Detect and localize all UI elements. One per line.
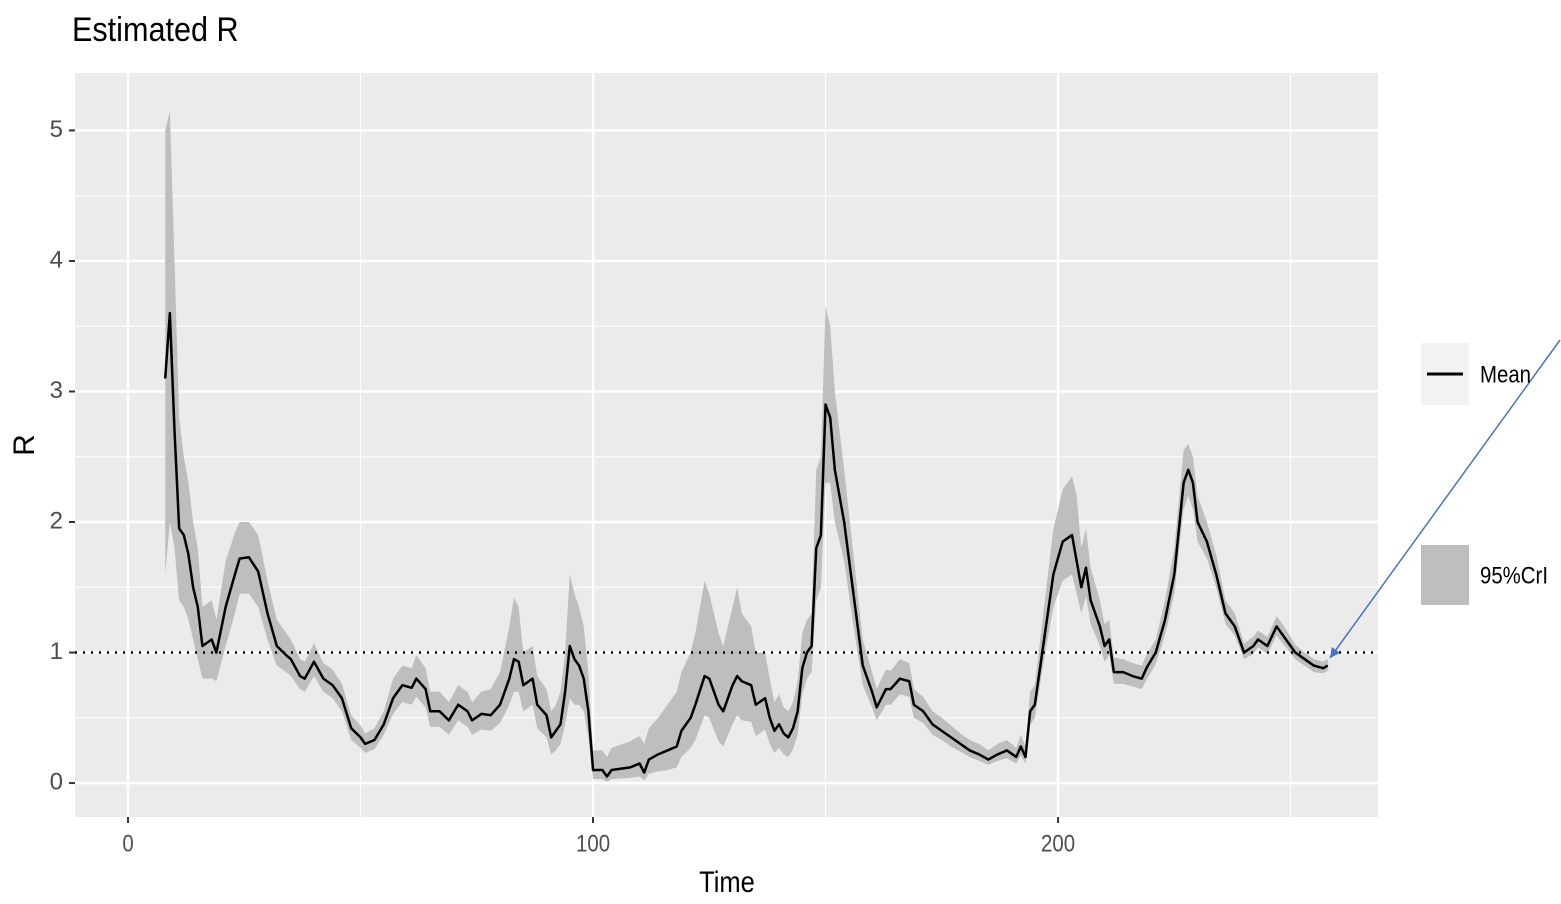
grid [75, 73, 1378, 817]
y-tick-label: 3 [50, 377, 63, 404]
x-tick-label: 100 [576, 830, 610, 857]
y-axis-title: R [8, 434, 41, 456]
y-tick-label: 0 [50, 768, 63, 795]
x-tick-label: 0 [122, 830, 133, 857]
y-tick-label: 4 [50, 246, 63, 273]
y-tick-label: 1 [50, 638, 63, 665]
x-tick-label: 200 [1041, 830, 1075, 857]
y-tick-label: 2 [50, 507, 63, 534]
mean-line [163, 311, 1329, 778]
x-axis-title: Time [699, 865, 755, 898]
chart-title: Estimated R [72, 11, 239, 49]
marks [75, 110, 1378, 782]
ticks: 0 100 200 0 1 2 3 4 5 [50, 116, 1075, 857]
y-tick-label: 5 [50, 116, 63, 143]
annotation-arrow [1329, 339, 1561, 659]
legend-label: 95%CrI [1480, 562, 1548, 589]
credible-band [165, 110, 1328, 782]
legend-label: Mean [1480, 361, 1531, 388]
legend-swatch [1421, 545, 1469, 605]
